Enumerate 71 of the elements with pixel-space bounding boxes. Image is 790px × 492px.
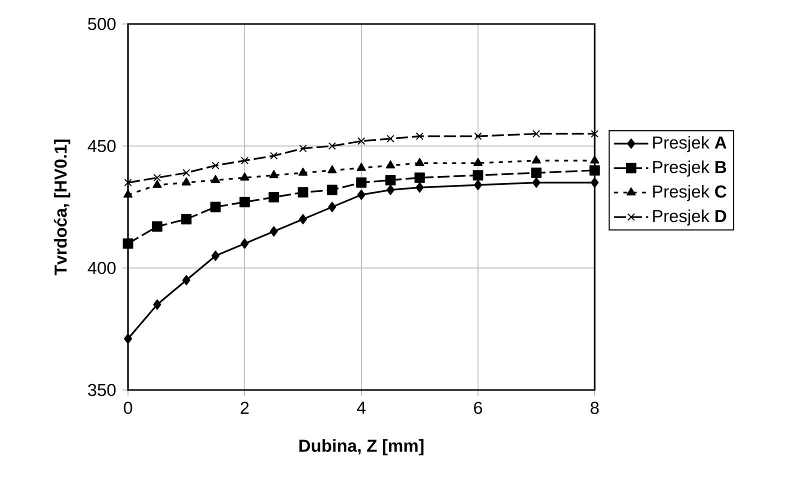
point — [532, 155, 541, 164]
point — [474, 132, 482, 140]
x-tick-label: 2 — [240, 402, 249, 414]
legend-label: Presjek B — [653, 160, 726, 177]
point — [182, 177, 191, 186]
y-tick-label: 500 — [88, 18, 116, 30]
x-tick-label: 4 — [356, 402, 366, 414]
y-tick-label: 450 — [88, 140, 116, 152]
legend-label: Presjek C — [653, 184, 726, 202]
y-tick-label: 400 — [88, 262, 116, 274]
point — [472, 170, 484, 180]
point — [298, 168, 308, 176]
y-axis-title: Tvrdoća, [HV0.1] — [54, 140, 70, 276]
point — [532, 130, 540, 138]
point — [240, 238, 249, 249]
point — [386, 160, 396, 168]
point — [385, 174, 396, 186]
point — [532, 177, 540, 188]
point — [356, 162, 366, 171]
point — [210, 174, 220, 184]
x-tick-label: 0 — [124, 402, 132, 414]
point — [590, 177, 599, 188]
point — [590, 155, 600, 164]
point — [415, 158, 424, 166]
point — [152, 180, 162, 188]
point — [182, 169, 190, 177]
point — [474, 180, 482, 190]
point — [123, 190, 133, 198]
point — [268, 192, 280, 202]
point — [357, 190, 366, 200]
point — [182, 274, 190, 286]
point — [358, 137, 366, 145]
point — [153, 299, 162, 310]
point — [356, 177, 367, 188]
point — [386, 184, 395, 196]
point — [239, 196, 250, 208]
y-tick-label: 350 — [88, 384, 116, 396]
point — [416, 132, 424, 140]
point — [269, 170, 278, 178]
point — [153, 174, 162, 182]
point — [152, 221, 162, 232]
point — [328, 202, 336, 212]
point — [326, 184, 338, 196]
point — [416, 182, 424, 193]
point — [212, 162, 220, 170]
point — [124, 334, 132, 344]
point — [589, 165, 600, 176]
point — [328, 165, 337, 174]
point — [414, 172, 425, 183]
point — [590, 130, 598, 138]
legend-label: Presjek D — [653, 209, 726, 226]
point — [531, 168, 542, 178]
point — [298, 214, 308, 224]
point — [270, 226, 278, 237]
x-tick-label: 6 — [474, 402, 482, 414]
point — [181, 214, 192, 224]
point — [298, 187, 308, 198]
point — [124, 178, 132, 186]
point — [122, 238, 134, 249]
point — [211, 250, 220, 261]
point — [328, 142, 336, 150]
legend-label: Presjek A — [653, 136, 726, 152]
x-tick-label: 8 — [590, 402, 599, 414]
point — [270, 152, 278, 160]
point — [210, 202, 221, 212]
point — [240, 172, 250, 181]
point — [473, 158, 483, 166]
point — [240, 156, 249, 164]
x-axis-title: Dubina, Z [mm] — [299, 439, 424, 456]
point — [386, 134, 394, 143]
point — [299, 144, 307, 152]
